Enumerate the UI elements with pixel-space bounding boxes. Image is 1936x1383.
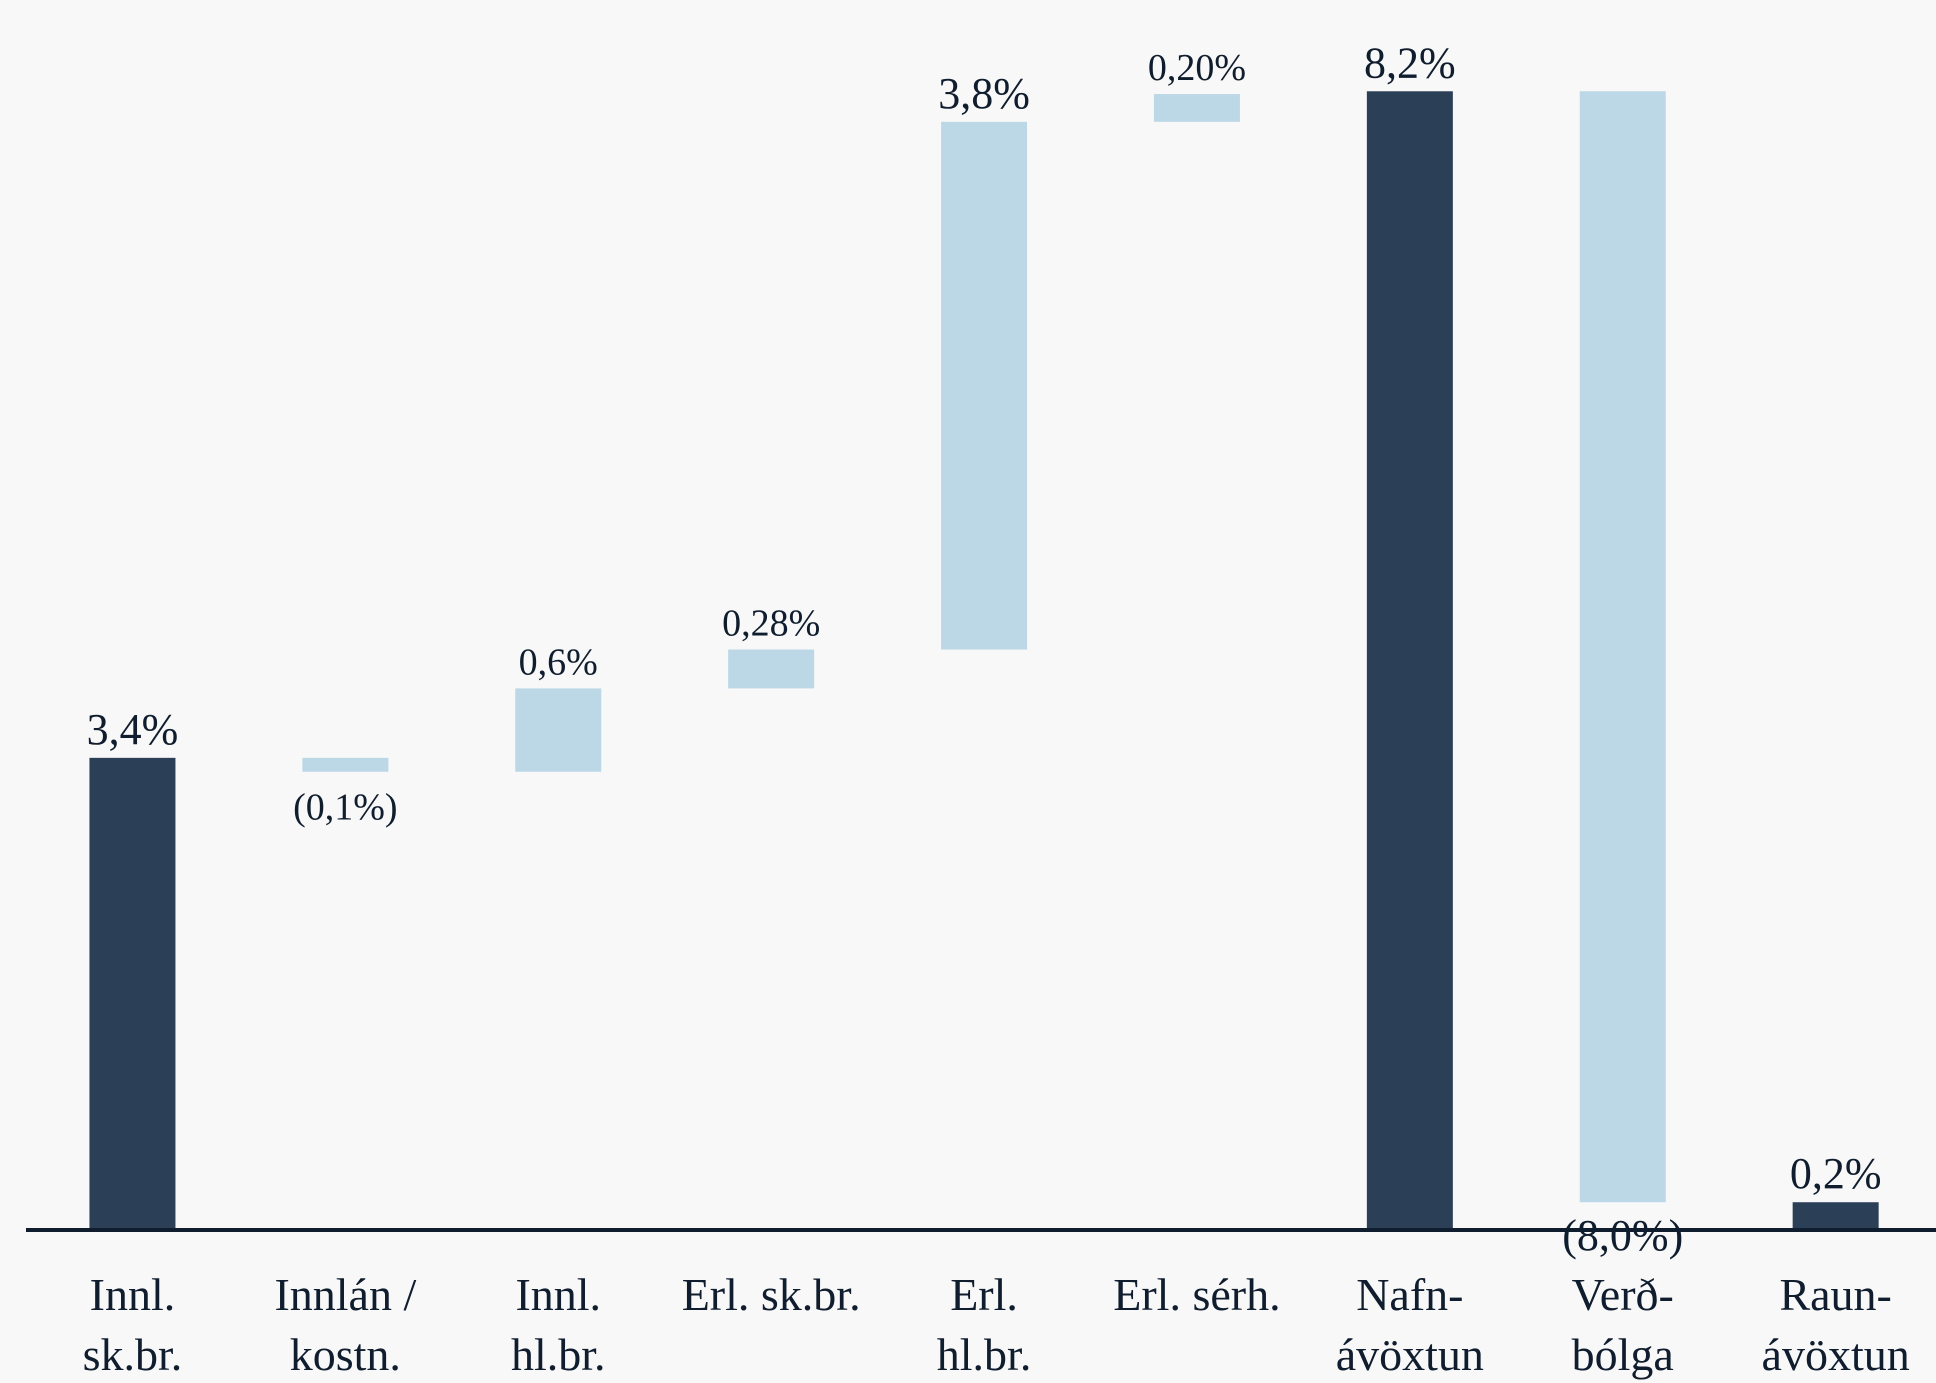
bar [1366, 91, 1453, 1231]
x-tick-label: Erl. sk.br. [682, 1269, 861, 1320]
value-label: 0,28% [722, 603, 820, 645]
x-tick-label: Innl. sk.br. [83, 1269, 183, 1380]
bar [89, 757, 176, 1230]
value-label: 8,2% [1364, 38, 1456, 87]
value-label: 0,6% [519, 641, 598, 683]
x-tick-label: Raun-ávöxtun [1762, 1269, 1910, 1380]
bar [515, 688, 602, 772]
value-label: (0,1%) [293, 787, 397, 829]
bar [1579, 91, 1666, 1203]
x-tick-label: Erl. sérh. [1113, 1269, 1280, 1320]
bar [1153, 94, 1240, 122]
value-label: 3,4% [87, 705, 179, 754]
x-tick-label: Verð-bólga [1572, 1269, 1674, 1380]
x-tick-label: Erl. hl.br. [937, 1269, 1032, 1380]
x-tick-label: Innlán / kostn. [274, 1269, 416, 1380]
value-label: 3,8% [938, 69, 1030, 118]
bar [941, 121, 1028, 650]
x-tick-label: Nafn-ávöxtun [1336, 1269, 1484, 1380]
bar [1792, 1202, 1879, 1230]
bar [728, 649, 815, 689]
value-label: 0,2% [1790, 1149, 1882, 1198]
x-tick-label: Innl. hl.br. [511, 1269, 606, 1380]
bar [302, 757, 389, 772]
value-label: (8,0%) [1562, 1211, 1683, 1260]
value-label: 0,20% [1148, 47, 1246, 89]
